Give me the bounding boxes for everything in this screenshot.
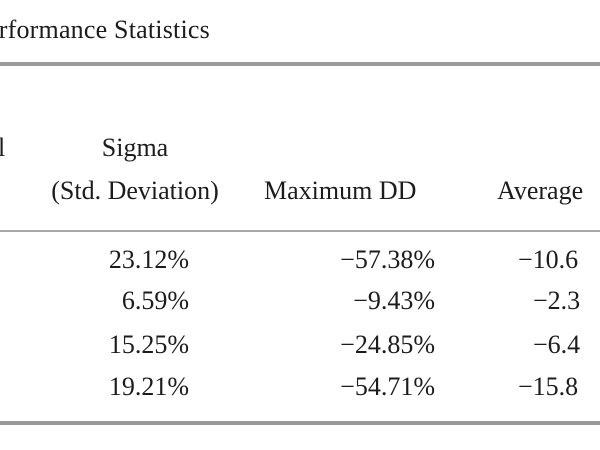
average-cell: −2.3	[533, 286, 581, 315]
maxdd-cell: −9.43%	[353, 286, 435, 315]
average-cell: −15.8	[518, 372, 579, 401]
header-rule	[0, 230, 600, 232]
header-average: Average	[497, 176, 584, 205]
average-cell: −6.4	[533, 330, 581, 359]
average-cell: −10.6	[518, 245, 579, 274]
maxdd-cell: −24.85%	[340, 330, 435, 359]
header-cut-fragment: l	[0, 133, 6, 162]
maxdd-cell: −57.38%	[340, 245, 435, 274]
header-maximum-dd: Maximum DD	[264, 176, 417, 205]
top-rule	[0, 62, 600, 66]
sigma-cell: 6.59%	[121, 286, 189, 315]
sigma-cell: 23.12%	[108, 245, 189, 274]
sigma-cell: 15.25%	[108, 330, 189, 359]
sigma-cell: 19.21%	[108, 372, 189, 401]
header-sigma-line1: Sigma	[101, 133, 169, 162]
table-title: erformance Statistics	[0, 15, 210, 44]
bottom-rule	[0, 421, 600, 425]
header-sigma-line2: (Std. Deviation)	[51, 176, 219, 205]
maxdd-cell: −54.71%	[340, 372, 435, 401]
